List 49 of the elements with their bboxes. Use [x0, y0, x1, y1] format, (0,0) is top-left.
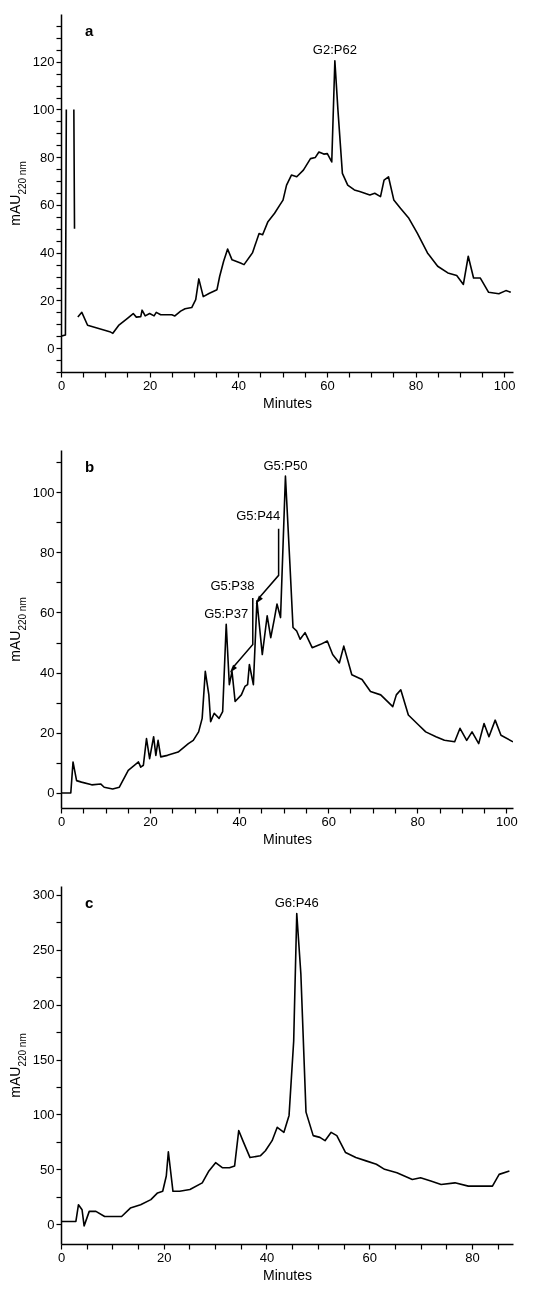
x-tick-label: 40 — [232, 813, 247, 829]
x-tick-label: 20 — [142, 377, 158, 393]
y-tick-label: 150 — [32, 1052, 55, 1068]
x-tick-label: 40 — [231, 377, 246, 393]
y-tick-label: 20 — [40, 725, 55, 741]
x-tick-label: 100 — [493, 377, 516, 393]
annotation: G5:P37 — [204, 605, 249, 621]
x-tick-label: 20 — [156, 1249, 172, 1265]
x-tick-label: 80 — [465, 1249, 480, 1265]
x-tick-label: 0 — [57, 377, 66, 393]
x-tick-label: 60 — [321, 813, 336, 829]
annotation: b — [85, 458, 95, 475]
x-tick-label: 60 — [320, 377, 335, 393]
y-tick-label: 300 — [32, 887, 55, 903]
y-tick-label: 80 — [40, 149, 55, 165]
annotation: c — [85, 894, 94, 911]
x-axis-title: Minutes — [262, 394, 313, 411]
y-tick-label: 0 — [47, 340, 55, 356]
y-tick-label: 120 — [32, 54, 55, 70]
y-tick-label: 0 — [47, 1216, 55, 1232]
annotation: G5:P38 — [210, 577, 255, 593]
x-tick-label: 0 — [57, 1249, 66, 1265]
x-tick-label: 60 — [362, 1249, 377, 1265]
x-tick-label: 20 — [143, 813, 158, 829]
annotation: G5:P44 — [236, 508, 281, 524]
x-tick-label: 40 — [259, 1249, 275, 1265]
x-tick-label: 80 — [410, 813, 425, 829]
y-tick-label: 80 — [40, 544, 55, 560]
annotation: G6:P46 — [274, 894, 319, 910]
y-tick-label: 200 — [32, 997, 55, 1013]
y-tick-label: 100 — [32, 101, 55, 117]
x-tick-label: 0 — [57, 813, 66, 829]
annotation: G5:P50 — [263, 457, 308, 473]
y-tick-label: 50 — [40, 1161, 55, 1177]
y-tick-label: 40 — [40, 245, 55, 261]
y-tick-label: 40 — [40, 665, 55, 681]
y-tick-label: 60 — [40, 197, 55, 213]
x-tick-label: 100 — [495, 813, 518, 829]
y-tick-label: 100 — [32, 484, 55, 500]
x-axis-title: Minutes — [262, 830, 313, 847]
annotation: a — [85, 22, 94, 39]
y-tick-label: 60 — [40, 604, 55, 620]
y-tick-label: 250 — [32, 942, 55, 958]
x-tick-label: 80 — [408, 377, 424, 393]
y-tick-label: 0 — [47, 785, 55, 801]
y-tick-label: 20 — [40, 292, 55, 308]
x-axis-title: Minutes — [262, 1266, 313, 1283]
y-tick-label: 100 — [32, 1106, 55, 1122]
annotation: G2:P62 — [312, 42, 357, 58]
